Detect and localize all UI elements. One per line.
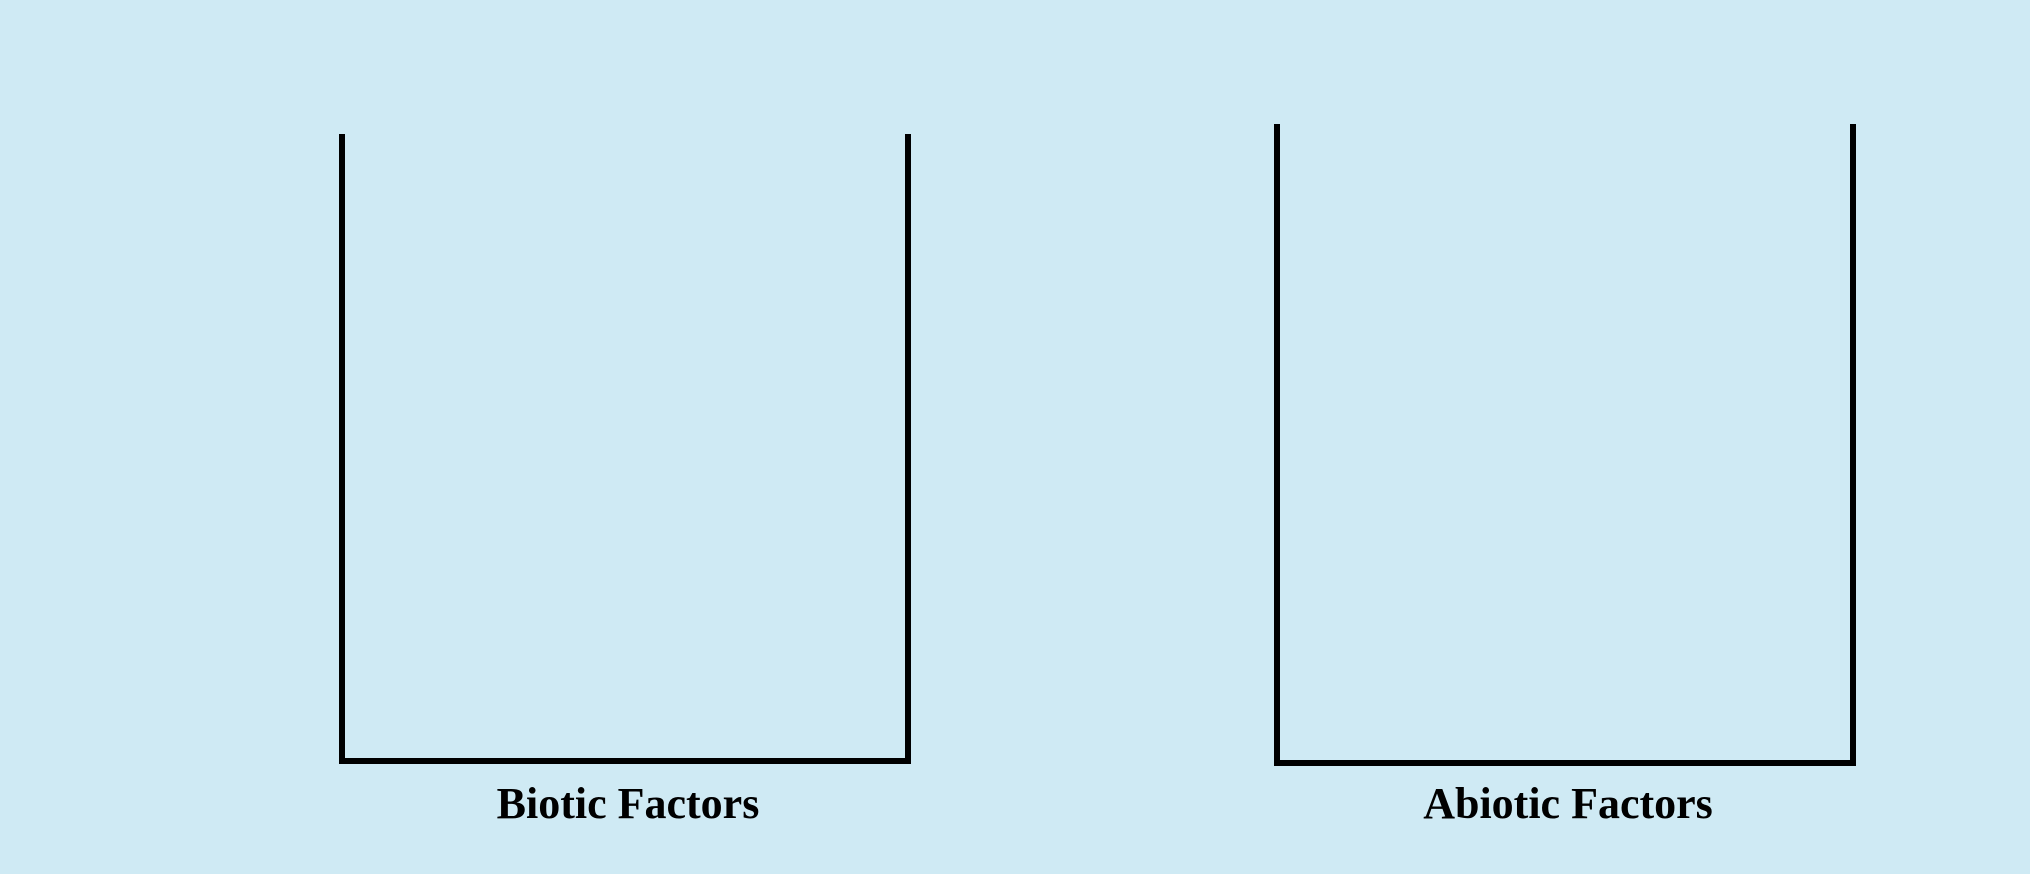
bin-label-biotic: Biotic Factors	[496, 779, 760, 828]
drop-zone-biotic[interactable]	[339, 134, 911, 764]
bin-label-abiotic: Abiotic Factors	[1423, 779, 1713, 828]
drop-zone-abiotic[interactable]	[1274, 124, 1856, 766]
